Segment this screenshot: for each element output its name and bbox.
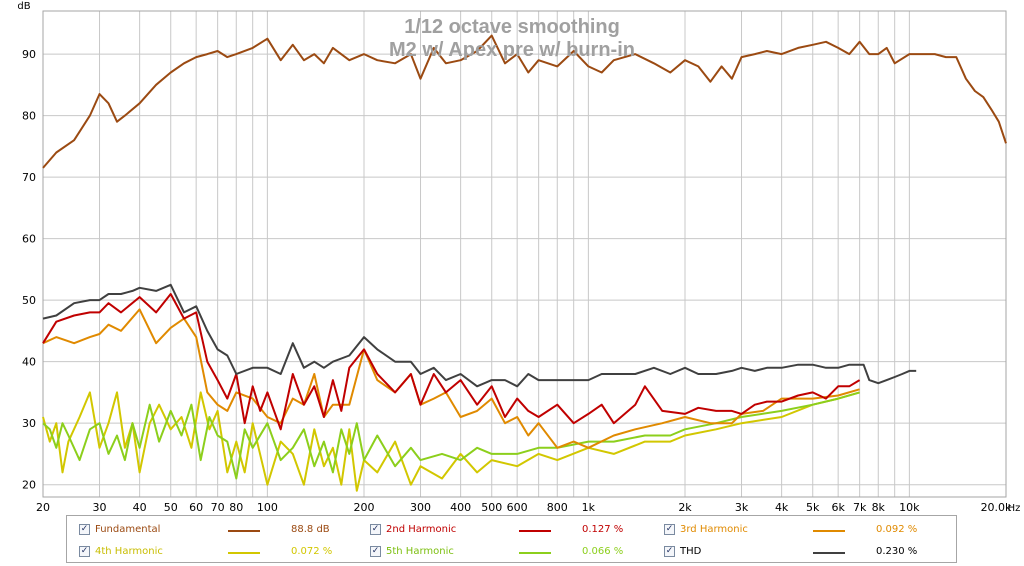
y-tick-label: 70 bbox=[22, 171, 36, 184]
legend-label-thd: THD bbox=[680, 546, 702, 557]
x-tick-label: 80 bbox=[229, 501, 243, 514]
x-axis-ticks: 20 30 40 50 60 70 80 100 200 300 400 500 600 800 1k 2k 3… bbox=[36, 501, 1012, 514]
legend-item-5th-harmonic: ✓ 5th Harmonic 0.066 % bbox=[370, 544, 660, 560]
x-tick-label: 200 bbox=[354, 501, 375, 514]
legend-value-3rd-harmonic: 0.092 % bbox=[876, 524, 918, 535]
legend-value-fundamental: 88.8 dB bbox=[291, 524, 330, 535]
chart-title: 1/12 octave smoothing bbox=[404, 16, 620, 38]
legend-value-4th-harmonic: 0.072 % bbox=[291, 546, 333, 557]
chart-grid bbox=[42, 11, 1007, 497]
x-tick-label: 40 bbox=[133, 501, 147, 514]
series-line-2nd-harmonic bbox=[42, 293, 861, 431]
legend-swatch-thd bbox=[813, 552, 845, 554]
x-tick-label: 8k bbox=[872, 501, 886, 514]
legend-checkbox-4th-harmonic[interactable]: ✓ bbox=[79, 546, 90, 557]
legend-checkbox-fundamental[interactable]: ✓ bbox=[79, 524, 90, 535]
legend-checkbox-3rd-harmonic[interactable]: ✓ bbox=[664, 524, 675, 535]
legend-swatch-3rd-harmonic bbox=[813, 530, 845, 532]
x-tick-label: 6k bbox=[831, 501, 845, 514]
legend-item-4th-harmonic: ✓ 4th Harmonic 0.072 % bbox=[79, 544, 369, 560]
series-line-fundamental bbox=[42, 34, 1007, 169]
x-tick-label: 300 bbox=[410, 501, 431, 514]
x-tick-label: 4k bbox=[775, 501, 789, 514]
y-tick-label: 60 bbox=[22, 233, 36, 246]
x-tick-label: 500 bbox=[481, 501, 502, 514]
x-tick-label: 1k bbox=[582, 501, 596, 514]
legend-item-2nd-harmonic: ✓ 2nd Harmonic 0.127 % bbox=[370, 522, 660, 538]
x-tick-label: 100 bbox=[257, 501, 278, 514]
x-tick-label: 10k bbox=[899, 501, 920, 514]
y-tick-label: 90 bbox=[22, 48, 36, 61]
x-tick-label: 20 bbox=[36, 501, 50, 514]
y-axis-ticks: 20 30 40 50 60 70 80 90 bbox=[22, 48, 36, 492]
legend: ✓ Fundamental 88.8 dB ✓ 2nd Harmonic 0.127 % ✓… bbox=[66, 515, 957, 563]
x-tick-label: 2k bbox=[678, 501, 692, 514]
y-tick-label: 80 bbox=[22, 110, 36, 123]
x-tick-label: 400 bbox=[450, 501, 471, 514]
legend-item-3rd-harmonic: ✓ 3rd Harmonic 0.092 % bbox=[664, 522, 954, 538]
legend-checkbox-2nd-harmonic[interactable]: ✓ bbox=[370, 524, 381, 535]
series-line-3rd-harmonic bbox=[42, 308, 860, 449]
legend-label-fundamental: Fundamental bbox=[95, 524, 161, 535]
y-axis-unit-label: dB bbox=[17, 1, 30, 12]
legend-label-3rd-harmonic: 3rd Harmonic bbox=[680, 524, 748, 535]
x-tick-label: 800 bbox=[547, 501, 568, 514]
legend-label-2nd-harmonic: 2nd Harmonic bbox=[386, 524, 457, 535]
y-tick-label: 20 bbox=[22, 479, 36, 492]
x-tick-label: 60 bbox=[189, 501, 203, 514]
legend-label-4th-harmonic: 4th Harmonic bbox=[95, 546, 163, 557]
y-tick-label: 40 bbox=[22, 356, 36, 369]
legend-checkbox-5th-harmonic[interactable]: ✓ bbox=[370, 546, 381, 557]
x-tick-label: 3k bbox=[735, 501, 749, 514]
chart-subtitle: M2 w/ Apex pre w/ burn-in bbox=[389, 39, 635, 61]
legend-swatch-4th-harmonic bbox=[228, 552, 260, 554]
legend-value-5th-harmonic: 0.066 % bbox=[582, 546, 624, 557]
x-tick-label: 30 bbox=[93, 501, 107, 514]
x-tick-label: 600 bbox=[507, 501, 528, 514]
series-line-thd bbox=[42, 283, 917, 388]
series-lines bbox=[42, 34, 1007, 492]
x-axis-unit-label: Hz bbox=[1008, 503, 1021, 514]
legend-item-thd: ✓ THD 0.230 % bbox=[664, 544, 954, 560]
x-tick-label: 70 bbox=[211, 501, 225, 514]
legend-value-2nd-harmonic: 0.127 % bbox=[582, 524, 624, 535]
y-tick-label: 50 bbox=[22, 294, 36, 307]
x-tick-label: 5k bbox=[806, 501, 820, 514]
y-tick-label: 30 bbox=[22, 417, 36, 430]
plot-area-border bbox=[42, 10, 1007, 498]
legend-swatch-5th-harmonic bbox=[519, 552, 551, 554]
x-tick-label: 20.0k bbox=[981, 501, 1012, 514]
legend-swatch-fundamental bbox=[228, 530, 260, 532]
legend-swatch-2nd-harmonic bbox=[519, 530, 551, 532]
x-tick-label: 7k bbox=[853, 501, 867, 514]
series-line-4th-harmonic bbox=[42, 391, 860, 492]
legend-item-fundamental: ✓ Fundamental 88.8 dB bbox=[79, 522, 369, 538]
x-tick-label: 50 bbox=[164, 501, 178, 514]
legend-checkbox-thd[interactable]: ✓ bbox=[664, 546, 675, 557]
legend-label-5th-harmonic: 5th Harmonic bbox=[386, 546, 454, 557]
legend-value-thd: 0.230 % bbox=[876, 546, 918, 557]
